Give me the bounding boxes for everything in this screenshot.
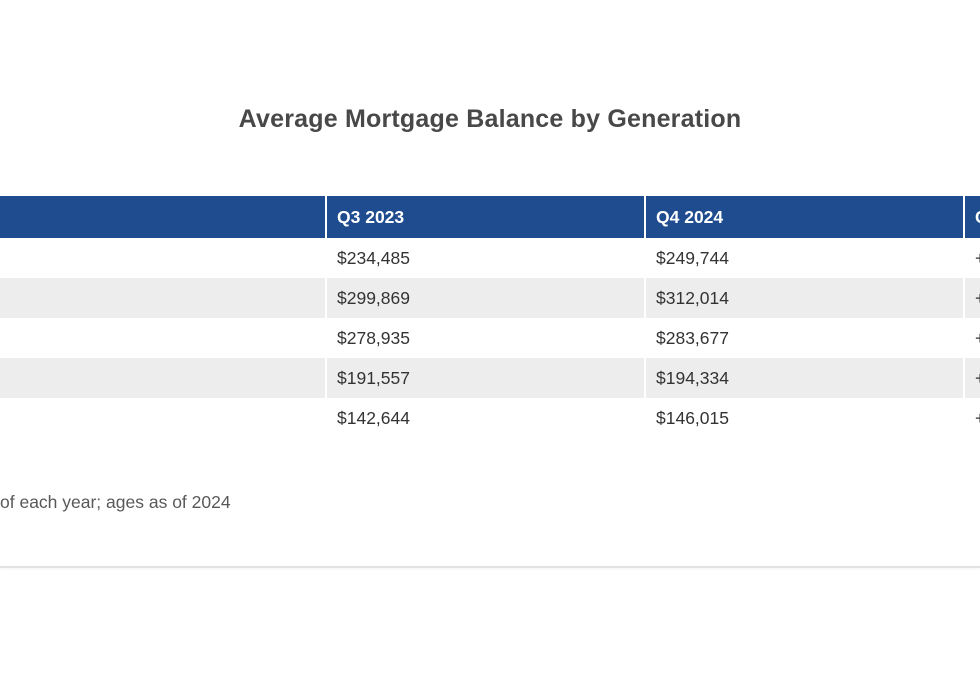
cell-generation <box>0 238 325 278</box>
header-cell-generation <box>0 196 325 238</box>
cell-q3-2023: $299,869 <box>325 278 644 318</box>
cell-generation <box>0 358 325 398</box>
cell-change: + <box>963 358 980 398</box>
cell-q4-2024: $194,334 <box>644 358 963 398</box>
cell-q3-2023: $278,935 <box>325 318 644 358</box>
header-cell-change: Change <box>963 196 980 238</box>
mortgage-balance-table: Q3 2023 Q4 2024 Change $234,485 $249,744… <box>0 196 980 438</box>
header-cell-q4-2024: Q4 2024 <box>644 196 963 238</box>
cell-change: + <box>963 318 980 358</box>
cell-change: + <box>963 398 980 438</box>
table-row: $278,935 $283,677 + <box>0 318 980 358</box>
cell-q3-2023: $234,485 <box>325 238 644 278</box>
cell-q4-2024: $283,677 <box>644 318 963 358</box>
table-header-row: Q3 2023 Q4 2024 Change <box>0 196 980 238</box>
cell-q4-2024: $146,015 <box>644 398 963 438</box>
header-cell-q3-2023: Q3 2023 <box>325 196 644 238</box>
cell-change: + <box>963 238 980 278</box>
table-row: $191,557 $194,334 + <box>0 358 980 398</box>
cell-generation <box>0 318 325 358</box>
cell-q3-2023: $142,644 <box>325 398 644 438</box>
table-row: $234,485 $249,744 + <box>0 238 980 278</box>
cell-q4-2024: $312,014 <box>644 278 963 318</box>
cell-generation <box>0 398 325 438</box>
cell-change: + <box>963 278 980 318</box>
footnote: of each year; ages as of 2024 <box>0 492 231 512</box>
cell-q4-2024: $249,744 <box>644 238 963 278</box>
table-row: $142,644 $146,015 + <box>0 398 980 438</box>
cell-q3-2023: $191,557 <box>325 358 644 398</box>
table-row: $299,869 $312,014 + <box>0 278 980 318</box>
page-title: Average Mortgage Balance by Generation <box>238 104 742 133</box>
cell-generation <box>0 278 325 318</box>
section-divider <box>0 566 980 568</box>
